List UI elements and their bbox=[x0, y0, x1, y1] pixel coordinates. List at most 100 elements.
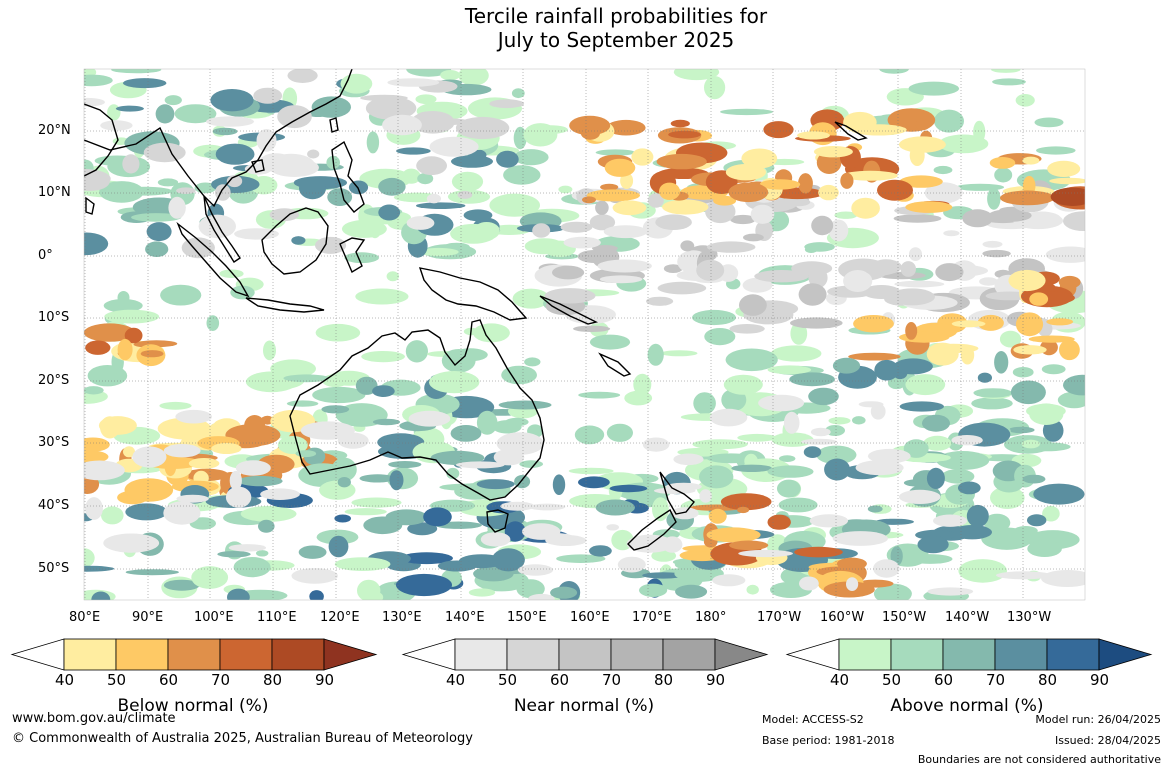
longitude-label: 180° bbox=[695, 610, 727, 625]
shading-patch bbox=[378, 204, 401, 221]
shading-patch bbox=[738, 549, 793, 558]
website-link[interactable]: www.bom.gov.au/climate bbox=[12, 711, 176, 726]
solomon-islands bbox=[539, 295, 599, 325]
shading-patch bbox=[1022, 211, 1062, 227]
shading-patch bbox=[489, 193, 540, 217]
shading-patch bbox=[915, 119, 931, 131]
shading-patch bbox=[999, 330, 1022, 348]
colorbar-tick-label: 80 bbox=[654, 671, 674, 689]
shading-patch bbox=[145, 241, 169, 257]
shading-patch bbox=[655, 214, 692, 230]
shading-patch bbox=[642, 572, 685, 579]
shading-patch bbox=[528, 593, 555, 600]
shading-patch bbox=[730, 214, 756, 225]
shading-patch bbox=[558, 185, 573, 194]
shading-patch bbox=[235, 460, 271, 476]
colorbar-tick-label: 40 bbox=[830, 671, 850, 689]
shading-patch bbox=[405, 340, 428, 363]
longitude-label: 160°W bbox=[820, 610, 865, 625]
shading-patch bbox=[887, 377, 906, 390]
shading-patch bbox=[552, 265, 585, 280]
shading-patch bbox=[1045, 246, 1085, 263]
shading-patch bbox=[191, 566, 229, 589]
shading-patch bbox=[971, 397, 1013, 410]
shading-patch bbox=[125, 569, 179, 576]
sulawesi-coast bbox=[339, 237, 366, 274]
shading-patch bbox=[758, 394, 805, 412]
shading-patch bbox=[437, 560, 477, 572]
longitude-label: 90°E bbox=[132, 610, 164, 625]
shading-patch bbox=[725, 348, 778, 372]
shading-patch bbox=[905, 322, 918, 340]
shading-patch bbox=[657, 281, 707, 295]
shading-patch bbox=[767, 514, 791, 530]
shading-patch bbox=[991, 69, 1021, 73]
shading-patch bbox=[848, 352, 901, 361]
shading-patch bbox=[989, 157, 1016, 169]
shading-patch bbox=[321, 405, 350, 414]
shading-patch bbox=[307, 149, 320, 159]
taiwan-coast bbox=[329, 117, 339, 133]
shading-patch bbox=[855, 460, 904, 476]
shading-patch bbox=[496, 150, 519, 168]
shading-patch bbox=[386, 271, 399, 282]
shading-patch bbox=[778, 497, 818, 513]
colorbar-tick-label: 80 bbox=[263, 671, 283, 689]
shading-patch bbox=[606, 423, 634, 442]
shading-patch bbox=[176, 494, 209, 503]
shading-patch bbox=[300, 421, 355, 440]
shading-patch bbox=[798, 283, 827, 306]
shading-patch bbox=[157, 178, 179, 187]
shading-patch bbox=[450, 425, 482, 442]
shading-patch bbox=[174, 104, 217, 124]
shading-patch bbox=[867, 505, 883, 513]
shading-patch bbox=[206, 315, 220, 331]
shading-patch bbox=[489, 99, 525, 109]
shading-patch bbox=[84, 460, 125, 481]
shading-patch bbox=[737, 433, 777, 442]
shading-patch bbox=[407, 522, 438, 536]
colorbar-segment bbox=[63, 638, 117, 671]
colorbar-segment bbox=[115, 638, 169, 671]
shading-patch bbox=[873, 583, 912, 600]
shading-patch bbox=[977, 372, 993, 383]
shading-patch bbox=[824, 458, 851, 481]
shading-patch bbox=[84, 548, 95, 568]
shading-patch bbox=[789, 372, 835, 387]
shading-patch bbox=[790, 322, 808, 345]
shading-patch bbox=[253, 87, 283, 104]
shading-patch bbox=[836, 557, 867, 570]
shading-patch bbox=[516, 579, 545, 599]
shading-patch bbox=[1013, 345, 1047, 355]
asia-mainland-coast bbox=[84, 69, 353, 208]
shading-patch bbox=[992, 78, 1026, 86]
shading-patch bbox=[813, 146, 853, 158]
colorbar-tick-label: 90 bbox=[315, 671, 335, 689]
shading-patch bbox=[215, 143, 255, 165]
latitude-label: 20°N bbox=[38, 123, 71, 138]
shading-patch bbox=[578, 391, 621, 399]
shading-patch bbox=[429, 136, 479, 157]
title-line-1: Tercile rainfall probabilities for bbox=[464, 4, 768, 28]
colorbar-segment bbox=[506, 638, 560, 671]
shading-patch bbox=[742, 277, 773, 293]
shading-patch bbox=[739, 294, 767, 316]
shading-patch bbox=[852, 416, 866, 425]
shading-patch bbox=[680, 240, 695, 252]
shading-patch bbox=[808, 387, 839, 406]
shading-patch bbox=[1059, 339, 1080, 361]
shading-patch bbox=[982, 240, 1003, 248]
colorbar-title: Near normal (%) bbox=[513, 696, 655, 716]
shading-patch bbox=[103, 299, 143, 313]
shading-patch bbox=[938, 134, 989, 154]
shading-patch bbox=[503, 165, 541, 185]
shading-patch bbox=[473, 222, 500, 240]
shading-patch bbox=[560, 221, 593, 233]
shading-patch bbox=[816, 445, 857, 465]
shading-patch bbox=[767, 365, 812, 375]
shading-patch bbox=[907, 554, 953, 564]
shading-patch bbox=[589, 214, 616, 231]
shading-patch bbox=[159, 401, 192, 410]
shading-patch bbox=[1022, 474, 1046, 484]
